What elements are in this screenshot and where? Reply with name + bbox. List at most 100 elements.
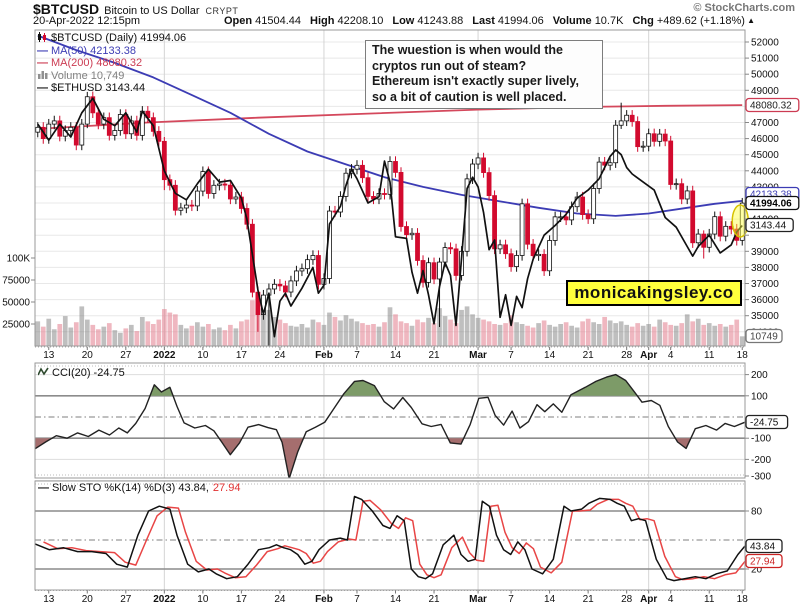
- legend-ma200[interactable]: MA(200) 48080.32: [51, 57, 143, 69]
- price-axis-label: 47000: [751, 118, 779, 129]
- volume-bar: [453, 323, 459, 346]
- volume-bar: [673, 325, 679, 346]
- price-axis-label: 35000: [751, 311, 779, 322]
- volume-bar: [343, 315, 349, 346]
- candle-body: [84, 96, 90, 125]
- volume-bar: [206, 324, 211, 346]
- candle-body: [453, 248, 459, 276]
- legend-ma50[interactable]: MA(50) 42133.38: [51, 44, 136, 57]
- price-axis-label: 49000: [751, 86, 779, 97]
- volume-bar: [239, 321, 244, 346]
- legend-symbol[interactable]: $BTCUSD (Daily) 41994.06: [51, 32, 187, 44]
- candle-body: [382, 193, 387, 195]
- chart-datetime: 20-Apr-2022 12:15pm: [33, 15, 141, 27]
- date-axis-label: 7: [508, 594, 514, 605]
- candle-body: [723, 225, 729, 237]
- volume-bar: [728, 324, 734, 346]
- legend-sto-d[interactable]: 27.94: [212, 482, 241, 494]
- volume-bar: [470, 314, 475, 346]
- sto-plot-frame: [34, 480, 746, 591]
- main-plot-frame: [34, 29, 746, 347]
- cci-band-fill: [35, 438, 52, 449]
- candle-body: [409, 232, 415, 236]
- volume-bar: [712, 325, 718, 346]
- date-axis-label: Apr: [640, 594, 657, 605]
- legend-sto-k[interactable]: Slow STO %K(14) %D(3) 43.84,: [52, 482, 209, 494]
- price-bubble-value: 41994.06: [750, 199, 792, 210]
- sto-k-line: [35, 495, 745, 582]
- candle-body: [712, 216, 718, 235]
- quote-value: 41994.06: [497, 15, 544, 27]
- candle-body: [695, 233, 701, 244]
- ma50-line-swatch: —: [37, 44, 48, 57]
- legend-eth[interactable]: $ETHUSD 3143.44: [51, 82, 146, 94]
- date-axis-label: 18: [737, 594, 749, 605]
- volume-bar: [602, 316, 608, 346]
- date-axis-label: 11: [704, 350, 715, 361]
- candle-body: [227, 184, 233, 200]
- volume-bar: [46, 318, 52, 346]
- volume-bar: [508, 315, 514, 346]
- volume-bar: [607, 320, 613, 346]
- candle-body: [310, 255, 316, 261]
- volume-bar: [73, 322, 79, 346]
- cci-plot-frame: [34, 362, 746, 479]
- volume-bar: [95, 329, 101, 346]
- legend-cci[interactable]: CCI(20) -24.75: [52, 367, 125, 379]
- candle-body: [486, 172, 492, 196]
- price-bubble: [745, 553, 783, 569]
- cci-axis-label: 200: [751, 370, 768, 381]
- sto-panel-legend: — Slow STO %K(14) %D(3) 43.84, 27.94: [38, 482, 240, 495]
- candle-body: [684, 190, 690, 200]
- candle-body: [283, 285, 288, 293]
- quote-label: Chg: [632, 15, 654, 27]
- price-axis-label: 44000: [751, 166, 779, 177]
- candle-body: [679, 183, 685, 200]
- date-axis-label: 24: [274, 594, 286, 605]
- price-axis-label: 52000: [751, 38, 779, 49]
- volume-axis-label: 100K: [7, 254, 31, 265]
- volume-bar: [211, 329, 217, 346]
- candle-body: [387, 161, 393, 195]
- volume-bar: [624, 324, 630, 346]
- quote-bar: Open 41504.44 High 42208.10 Low 41243.88 Last 4…: [215, 15, 755, 27]
- cci-zigzag-icon: [37, 366, 49, 381]
- candle-body: [178, 207, 184, 211]
- annotation-text-box: The wuestion is when would the cryptos r…: [365, 40, 603, 109]
- candle-body: [183, 204, 189, 209]
- candle-body: [508, 253, 514, 267]
- volume-bar: [51, 329, 57, 346]
- date-axis-label: 13: [43, 350, 55, 361]
- cci-axis-label: -100: [751, 434, 771, 445]
- candle-body: [277, 283, 283, 287]
- candle-body: [194, 190, 200, 207]
- volume-bar: [525, 325, 530, 346]
- candle-body: [547, 240, 553, 272]
- volume-bar: [690, 321, 696, 346]
- volume-bar: [200, 326, 206, 346]
- legend-volume[interactable]: Volume 10,749: [51, 69, 125, 82]
- candle-body: [316, 255, 321, 285]
- volume-bar: [585, 318, 591, 346]
- volume-bar: [657, 319, 663, 346]
- volume-bar: [90, 324, 96, 346]
- volume-bar: [387, 307, 393, 346]
- volume-bar: [519, 324, 525, 346]
- candle-body: [629, 114, 635, 122]
- price-axis-label: 46000: [751, 134, 779, 145]
- date-axis-label: 21: [583, 350, 595, 361]
- watermark-badge[interactable]: monicakingsley.co: [566, 280, 742, 306]
- volume-bar: [437, 308, 442, 346]
- sto-line-swatch: —: [38, 482, 49, 494]
- candle-body: [448, 247, 453, 250]
- candle-body: [706, 233, 712, 248]
- volume-bar: [101, 326, 107, 346]
- candle-body: [530, 243, 536, 257]
- candle-body: [189, 204, 195, 207]
- volume-bar: [679, 323, 685, 346]
- volume-bar: [277, 319, 283, 346]
- volume-bar: [717, 324, 723, 346]
- volume-bar: [695, 318, 701, 346]
- date-axis-label: 21: [428, 594, 440, 605]
- volume-bar: [294, 326, 299, 346]
